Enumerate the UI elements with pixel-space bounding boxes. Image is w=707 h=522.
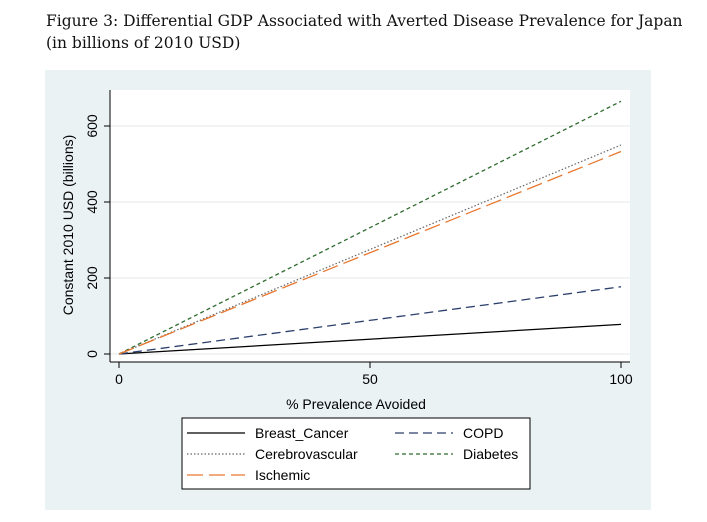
line-chart: 0 200 400 600 0 50 100 Constant 2010 USD (bill… [60,90,633,490]
series-line-breast-cancer [118,323,622,355]
y-tick-label-400: 400 [84,190,100,214]
series-line-ischemic [118,150,622,355]
series-line-diabetes [118,100,622,355]
figure-caption: Figure 3: Differential GDP Associated wi… [46,12,683,52]
y-tick-label-200: 200 [84,266,100,290]
y-axis-title: Constant 2010 USD (billions) [60,135,76,316]
legend-label-breast-cancer: Breast_Cancer [255,425,349,441]
series-line-copd [118,286,622,355]
x-tick-label-50: 50 [362,371,378,387]
y-tick-label-600: 600 [84,114,100,138]
legend-label-cerebrovascular: Cerebrovascular [255,446,358,462]
y-tick-label-0: 0 [84,350,100,358]
x-axis-title: % Prevalence Avoided [286,396,426,412]
legend-label-diabetes: Diabetes [463,446,518,462]
x-tick-label-0: 0 [115,371,123,387]
x-tick-label-100: 100 [609,371,633,387]
chart-panel: 0 200 400 600 0 50 100 Constant 2010 USD (bill… [45,70,651,510]
legend-label-copd: COPD [463,425,503,441]
legend-label-ischemic: Ischemic [255,467,310,483]
plot-area [110,90,630,362]
